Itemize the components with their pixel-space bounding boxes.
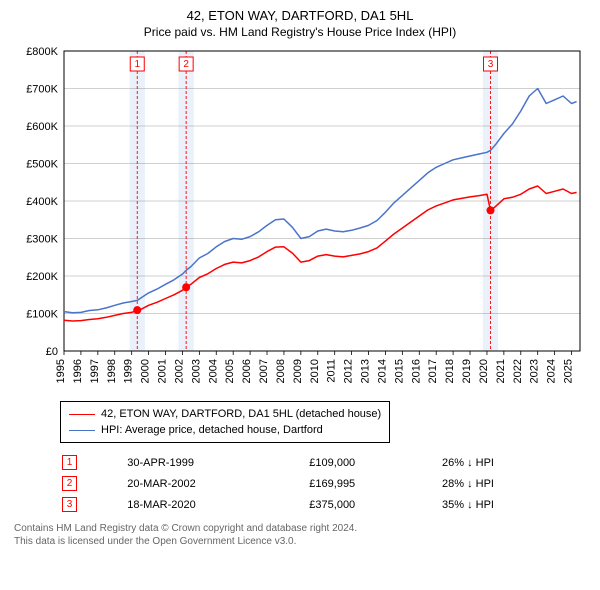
svg-text:2008: 2008: [275, 359, 287, 383]
legend-item: HPI: Average price, detached house, Dart…: [69, 422, 381, 438]
svg-text:£800K: £800K: [26, 46, 58, 58]
svg-text:£700K: £700K: [26, 84, 58, 96]
svg-text:2024: 2024: [546, 359, 558, 383]
svg-text:2017: 2017: [427, 359, 439, 383]
svg-text:£100K: £100K: [26, 309, 58, 321]
chart-area: £0 £100K £200K £300K £400K £500K £600K £700K £80…: [12, 45, 588, 395]
table-row: 2 20-MAR-2002£169,99528% ↓ HPI: [62, 474, 586, 493]
legend-swatch: [69, 414, 95, 415]
svg-text:2012: 2012: [343, 359, 355, 383]
svg-text:2005: 2005: [224, 359, 236, 383]
svg-text:1998: 1998: [106, 359, 118, 383]
svg-text:2016: 2016: [410, 359, 422, 383]
svg-text:1999: 1999: [123, 359, 135, 383]
svg-text:2011: 2011: [326, 359, 338, 383]
svg-text:2015: 2015: [393, 359, 405, 383]
svg-text:2000: 2000: [140, 359, 152, 383]
legend-item: 42, ETON WAY, DARTFORD, DA1 5HL (detache…: [69, 406, 381, 422]
svg-text:£0: £0: [46, 346, 58, 358]
table-row: 3 18-MAR-2020£375,00035% ↓ HPI: [62, 495, 586, 514]
svg-text:2020: 2020: [478, 359, 490, 383]
footer-line: This data is licensed under the Open Gov…: [14, 535, 588, 548]
sale-delta: 35% ↓ HPI: [442, 495, 586, 514]
sale-date: 20-MAR-2002: [127, 474, 307, 493]
svg-text:2006: 2006: [241, 359, 253, 383]
legend-label: 42, ETON WAY, DARTFORD, DA1 5HL (detache…: [101, 408, 381, 420]
svg-text:2013: 2013: [360, 359, 372, 383]
sale-marker-icon: 2: [62, 476, 77, 491]
svg-text:£400K: £400K: [26, 196, 58, 208]
svg-text:2023: 2023: [529, 359, 541, 383]
svg-text:2010: 2010: [309, 359, 321, 383]
table-row: 1 30-APR-1999£109,00026% ↓ HPI: [62, 453, 586, 472]
svg-text:2002: 2002: [173, 359, 185, 383]
svg-text:2004: 2004: [207, 359, 219, 383]
sale-marker-icon: 1: [62, 455, 77, 470]
sale-price: £109,000: [309, 453, 440, 472]
chart-title: 42, ETON WAY, DARTFORD, DA1 5HL: [12, 8, 588, 23]
sale-date: 18-MAR-2020: [127, 495, 307, 514]
svg-text:£600K: £600K: [26, 121, 58, 133]
svg-text:2022: 2022: [512, 359, 524, 383]
footer-line: Contains HM Land Registry data © Crown c…: [14, 522, 588, 535]
svg-text:2019: 2019: [461, 359, 473, 383]
chart-subtitle: Price paid vs. HM Land Registry's House …: [12, 25, 588, 39]
svg-text:2003: 2003: [190, 359, 202, 383]
sale-delta: 28% ↓ HPI: [442, 474, 586, 493]
sale-marker-icon: 3: [62, 497, 77, 512]
svg-text:£300K: £300K: [26, 234, 58, 246]
svg-text:1996: 1996: [72, 359, 84, 383]
svg-text:2007: 2007: [258, 359, 270, 383]
svg-text:2001: 2001: [157, 359, 169, 383]
svg-text:£200K: £200K: [26, 271, 58, 283]
svg-text:£500K: £500K: [26, 159, 58, 171]
svg-text:3: 3: [488, 59, 494, 70]
svg-text:1: 1: [134, 59, 140, 70]
legend-label: HPI: Average price, detached house, Dart…: [101, 424, 323, 436]
svg-text:1997: 1997: [89, 359, 101, 383]
sale-price: £375,000: [309, 495, 440, 514]
svg-text:1995: 1995: [55, 359, 67, 383]
sale-date: 30-APR-1999: [127, 453, 307, 472]
sales-table: 1 30-APR-1999£109,00026% ↓ HPI 2 20-MAR-200…: [60, 451, 588, 516]
svg-text:2014: 2014: [376, 359, 388, 383]
sale-delta: 26% ↓ HPI: [442, 453, 586, 472]
svg-text:2025: 2025: [563, 359, 575, 383]
legend: 42, ETON WAY, DARTFORD, DA1 5HL (detache…: [60, 401, 390, 443]
sale-price: £169,995: [309, 474, 440, 493]
footer-attribution: Contains HM Land Registry data © Crown c…: [14, 522, 588, 548]
svg-text:2: 2: [183, 59, 189, 70]
svg-text:2009: 2009: [292, 359, 304, 383]
svg-text:2018: 2018: [444, 359, 456, 383]
line-chart: £0 £100K £200K £300K £400K £500K £600K £700K £80…: [12, 45, 588, 395]
legend-swatch: [69, 430, 95, 431]
svg-text:2021: 2021: [495, 359, 507, 383]
